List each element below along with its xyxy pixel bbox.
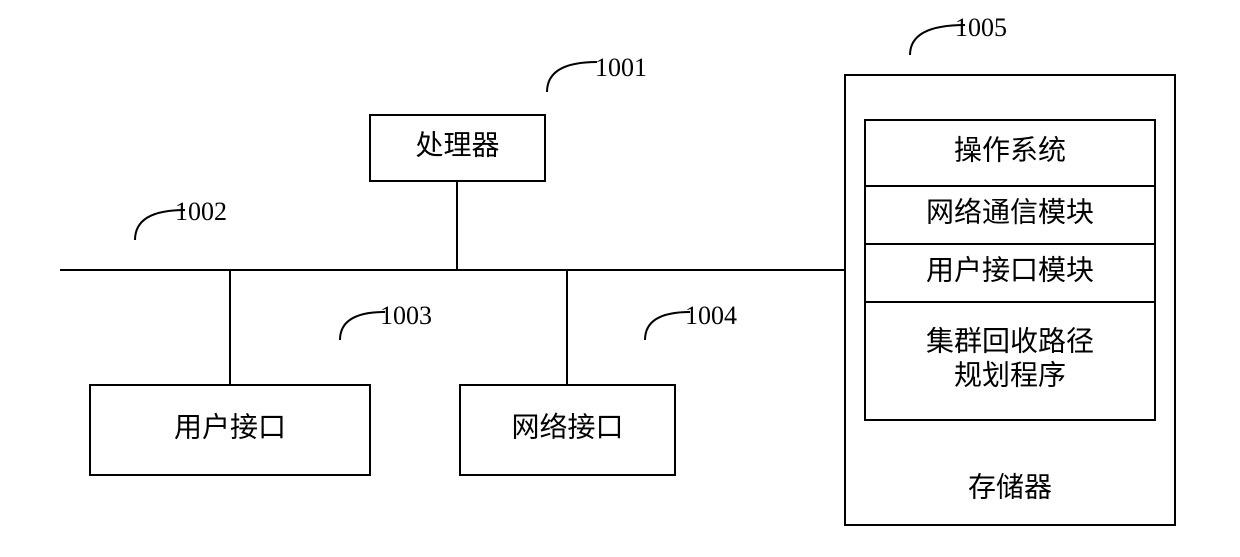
- block-diagram: 处理器 1001 用户接口 1002 网络接口 1003 1004 1005 操作系统网络通信模…: [0, 0, 1240, 557]
- ref-1001-label: 1001: [595, 53, 647, 82]
- memory-inner-label-3: 规划程序: [954, 359, 1066, 391]
- memory-inner-label-1: 网络通信模块: [926, 196, 1094, 228]
- ref-1001-leader: [547, 62, 597, 92]
- memory-inner-label-0: 操作系统: [954, 134, 1066, 166]
- memory-inner-label-2: 用户接口模块: [926, 254, 1094, 286]
- user-interface-label: 用户接口: [174, 411, 286, 443]
- ref-1003-leader: [340, 312, 385, 340]
- network-interface-label: 网络接口: [511, 411, 623, 443]
- ref-1003-label: 1003: [380, 301, 432, 330]
- memory-inner-label-3: 集群回收路径: [926, 325, 1094, 357]
- ref-1005-label: 1005: [955, 13, 1007, 42]
- memory-label: 存储器: [968, 471, 1052, 503]
- ref-1002-label: 1002: [175, 197, 227, 226]
- ref-1004-leader: [645, 312, 690, 340]
- processor-label: 处理器: [415, 129, 499, 161]
- ref-1004-label: 1004: [685, 301, 737, 330]
